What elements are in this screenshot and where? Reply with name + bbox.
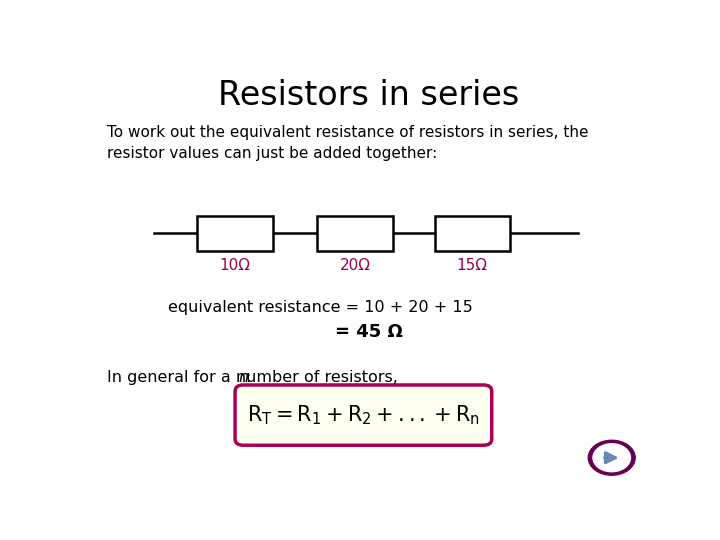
Text: In general for a number of resistors,: In general for a number of resistors, <box>107 370 402 386</box>
Text: = 45 Ω: = 45 Ω <box>335 323 403 341</box>
Text: 10Ω: 10Ω <box>220 258 251 273</box>
Circle shape <box>588 440 635 475</box>
Text: $\mathrm{R_T = R_1 + R_2 + ... + R_n}$: $\mathrm{R_T = R_1 + R_2 + ... + R_n}$ <box>247 403 480 427</box>
Text: equivalent resistance = 10 + 20 + 15: equivalent resistance = 10 + 20 + 15 <box>168 300 473 315</box>
Text: To work out the equivalent resistance of resistors in series, the: To work out the equivalent resistance of… <box>107 125 588 140</box>
Circle shape <box>593 444 631 472</box>
FancyBboxPatch shape <box>235 385 492 446</box>
Text: 20Ω: 20Ω <box>340 258 371 273</box>
FancyBboxPatch shape <box>435 215 510 251</box>
Text: Resistors in series: Resistors in series <box>218 79 520 112</box>
Text: 15Ω: 15Ω <box>456 258 487 273</box>
Text: resistor values can just be added together:: resistor values can just be added togeth… <box>107 146 437 161</box>
FancyBboxPatch shape <box>197 215 273 251</box>
Text: :: : <box>245 370 251 386</box>
Text: n: n <box>238 370 248 386</box>
FancyBboxPatch shape <box>318 215 392 251</box>
